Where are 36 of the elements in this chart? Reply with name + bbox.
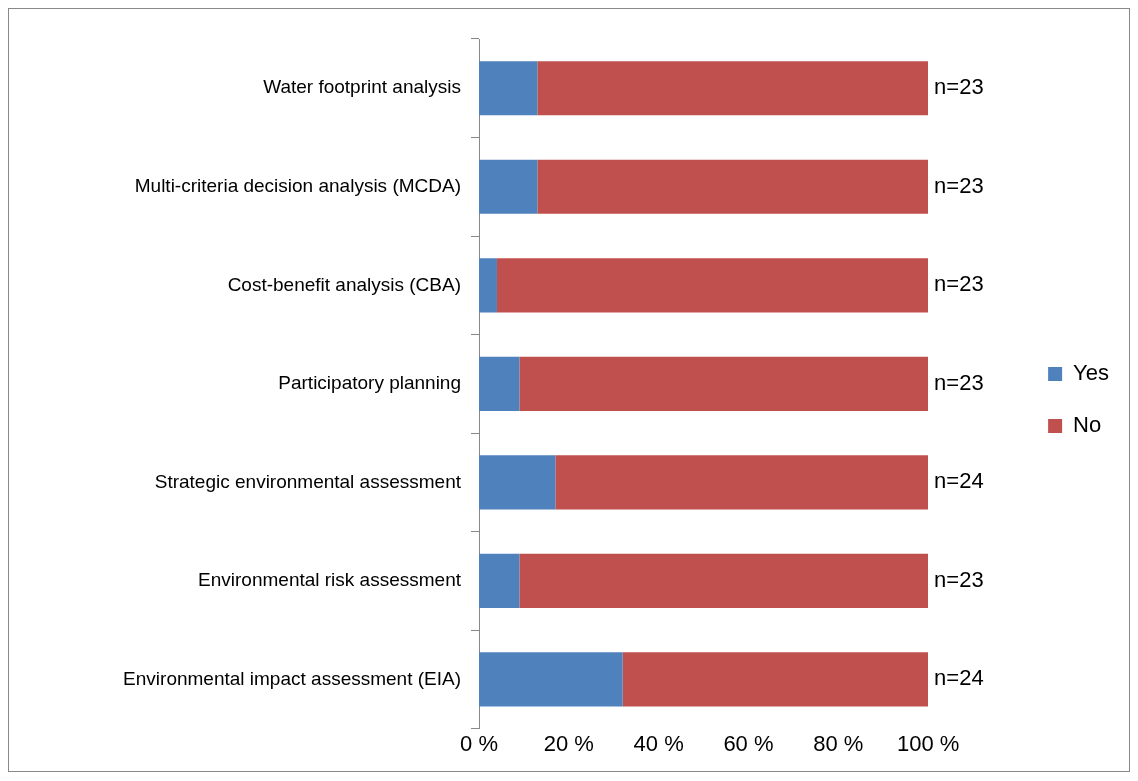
legend-label: No	[1073, 412, 1102, 438]
bar	[479, 258, 497, 313]
y-tick-label: Environmental impact assessment (EIA)	[123, 667, 461, 689]
y-tick-label: Multi-criteria decision analysis (MCDA)	[134, 175, 461, 197]
x-tick-label: 60 %	[723, 730, 774, 756]
bar	[537, 159, 929, 214]
text: n=23	[934, 74, 984, 100]
y-tick-label: Strategic environmental assessment	[154, 470, 462, 492]
bar	[479, 652, 623, 707]
x-tick-label: 80 %	[813, 730, 864, 756]
bar	[479, 159, 538, 214]
x-tick-label: 100 %	[896, 730, 960, 756]
bar	[496, 258, 929, 313]
text: n=24	[934, 665, 984, 691]
text: n=23	[934, 566, 984, 592]
legend-label: Yes	[1073, 360, 1109, 386]
bar	[479, 553, 520, 608]
x-tick-label: 0 %	[460, 730, 498, 756]
text: n=23	[934, 271, 984, 297]
bar	[479, 356, 520, 411]
bar	[537, 61, 929, 116]
bar	[479, 455, 556, 510]
text: n=23	[934, 369, 984, 395]
y-tick-label: Cost-benefit analysis (CBA)	[227, 273, 461, 295]
bar	[519, 356, 929, 411]
y-tick-label: Environmental risk assessment	[198, 569, 462, 591]
text: n=23	[934, 172, 984, 198]
bar	[479, 61, 538, 116]
y-tick-label: Water footprint analysis	[263, 76, 461, 98]
text: n=24	[934, 468, 984, 494]
x-tick-label: 20 %	[543, 730, 594, 756]
bar	[555, 455, 929, 510]
x-tick-label: 40 %	[633, 730, 684, 756]
y-tick-label: Participatory planning	[278, 372, 461, 394]
bar	[622, 652, 929, 707]
bar	[519, 553, 929, 608]
